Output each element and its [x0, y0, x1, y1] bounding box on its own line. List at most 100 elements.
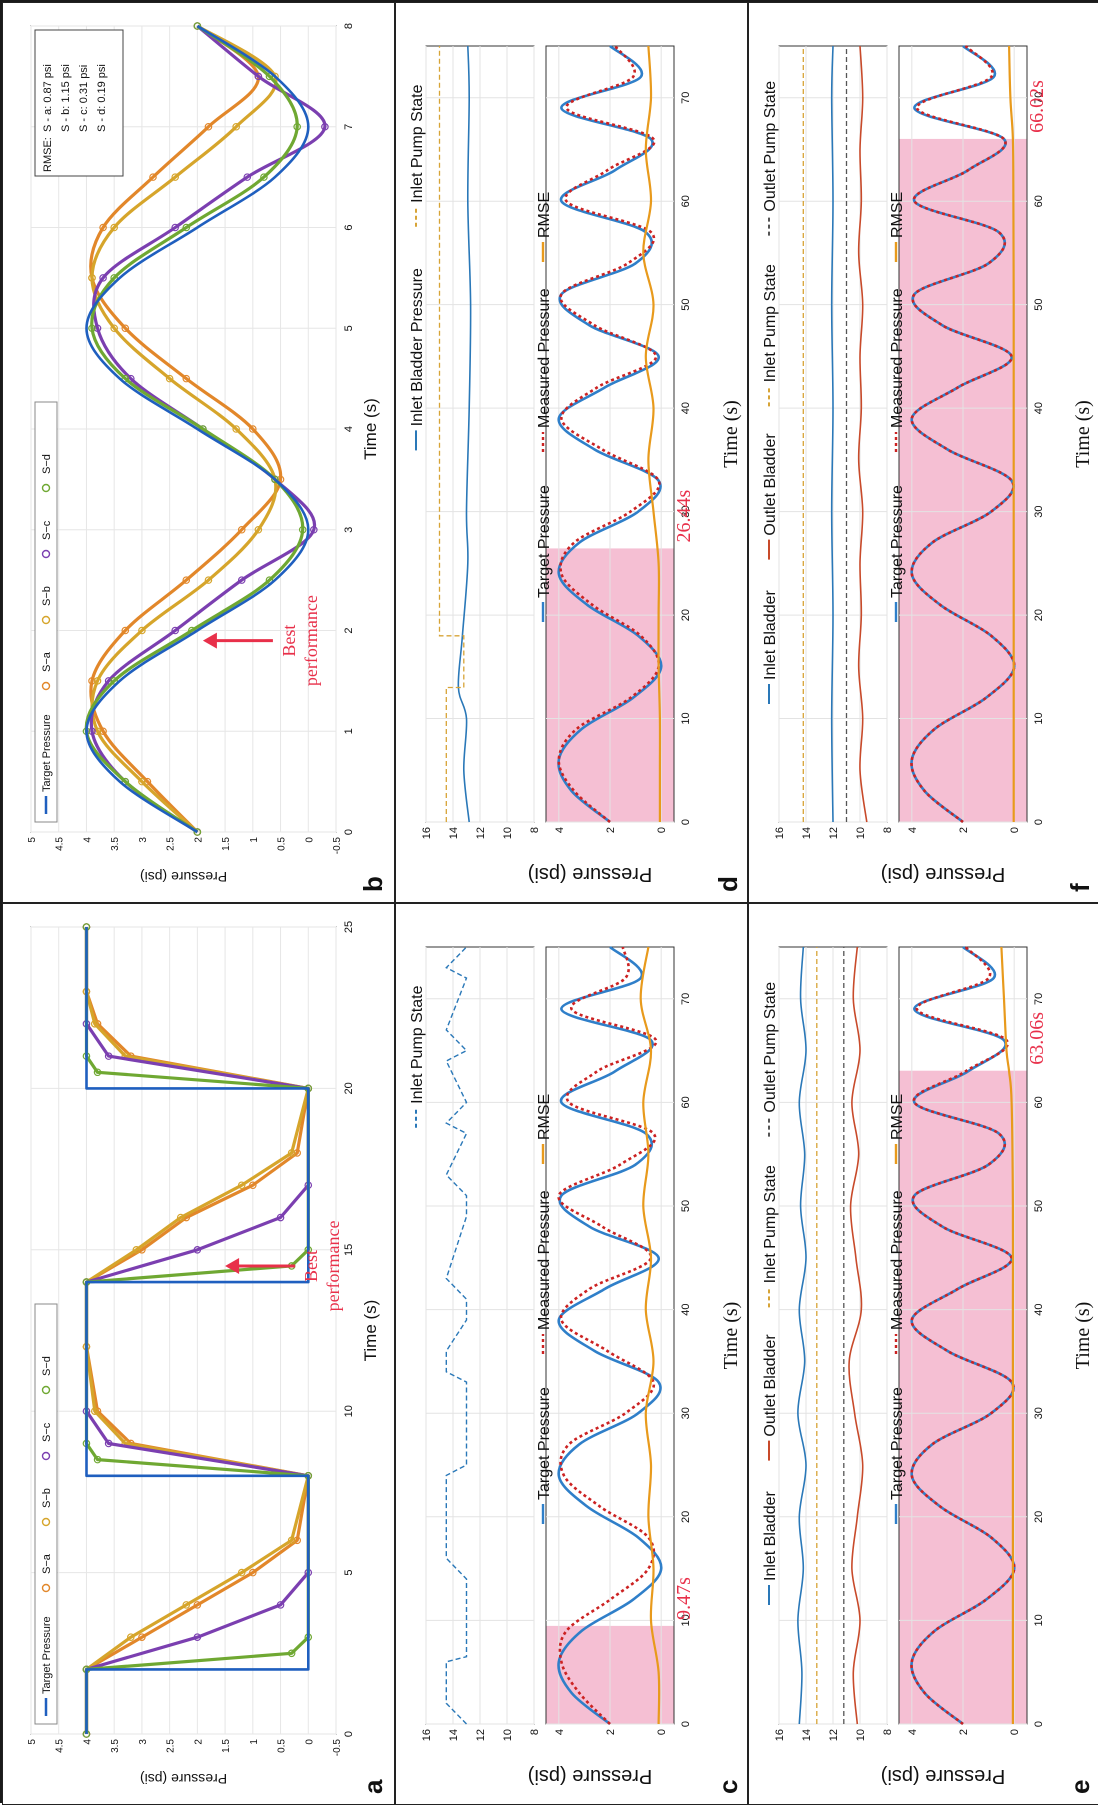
data-point — [260, 173, 268, 181]
data-point — [88, 324, 96, 333]
data-point — [99, 223, 107, 232]
data-point — [104, 1439, 113, 1448]
x-tick-label: 25 — [343, 921, 355, 933]
panel-label: a — [358, 1779, 388, 1794]
plot-area-a: 0510152025-0.500.511.522.533.544.55Time … — [27, 921, 380, 1787]
x-tick-label: 40 — [680, 1303, 692, 1315]
y-axis-label: Pressure (psi) — [528, 863, 652, 885]
data-point — [171, 626, 179, 635]
data-point — [254, 525, 263, 534]
legend-label: Inlet Bladder — [762, 1490, 779, 1581]
x-tick-label: 1 — [343, 728, 355, 734]
data-point — [243, 173, 252, 181]
series-line-measured-pressure — [910, 45, 1016, 824]
legend-label: Inlet Bladder Pressure — [409, 268, 426, 426]
data-point — [176, 1213, 185, 1222]
x-tick-label: 70 — [680, 993, 692, 1005]
legend-swatch — [41, 1517, 51, 1527]
x-tick-label: 60 — [680, 1096, 692, 1108]
y-tick-label: 0.5 — [277, 1739, 288, 1753]
y-tick-label: 3 — [138, 837, 149, 843]
data-point — [93, 324, 102, 333]
x-tick-label: 8 — [343, 23, 355, 29]
y-tick-label: 0 — [656, 1729, 668, 1735]
x-axis-label: Time (s) — [361, 398, 380, 460]
data-point — [138, 777, 146, 786]
rmse-box: RMSE: S - a: 0.87 psi S - b: 1.15 psi S - c… — [34, 29, 124, 177]
data-point — [321, 122, 329, 131]
data-point — [193, 1245, 202, 1254]
rmse-box-frame — [34, 29, 124, 177]
series-line-rmse — [1008, 45, 1015, 822]
data-point — [249, 1181, 257, 1190]
top-legend: Inlet Pump State Inlet Bladder Pressure — [409, 84, 426, 451]
x-tick-label: 20 — [680, 1511, 692, 1523]
legend-label: S−c — [41, 1422, 53, 1442]
data-point — [232, 425, 240, 433]
y-tick-label: 8 — [529, 827, 541, 833]
y-tick-label: 4.5 — [55, 837, 66, 851]
bottom-legend: Target Pressure Measured Pressure RMSE — [536, 192, 553, 622]
data-point — [143, 777, 152, 786]
legend-label: S−a — [41, 1553, 53, 1574]
y-axis-label: Pressure (psi) — [881, 863, 1005, 885]
y-tick-label: 2 — [958, 827, 970, 833]
x-tick-label: 10 — [680, 1614, 692, 1626]
x-tick-label: 0 — [343, 1731, 355, 1737]
y-tick-label: 2 — [605, 1729, 617, 1735]
x-tick-label: 7 — [343, 124, 355, 130]
x-tick-label: 40 — [1033, 1303, 1045, 1315]
x-tick-label: 0 — [680, 819, 692, 825]
series-line-measured-pressure — [557, 45, 661, 823]
data-point — [193, 828, 202, 836]
panel-a: 0 5 10 15 20 25 -0.5 0 0.5 1 1.5 2 2.5 3 3.5 4 4.5 5 Time … — [2, 903, 395, 1805]
legend-label: Target Pressure — [41, 1616, 53, 1694]
data-point — [90, 1020, 99, 1028]
x-tick-label: 5 — [343, 1570, 355, 1576]
x-tick-label: 4 — [343, 426, 355, 432]
series-line-inlet-bladder-pressure — [457, 45, 472, 823]
legend-label: Outlet Pump State — [762, 982, 779, 1113]
y-tick-label: 12 — [475, 1729, 487, 1741]
panel-e: 0 10 20 30 40 50 60 70 8 10 12 14 16 0 2 4 Time (s) Press… — [748, 903, 1098, 1805]
series-line-s-b — [90, 24, 278, 834]
y-tick-label: 4 — [907, 1729, 919, 1735]
legend-swatch — [41, 1451, 51, 1461]
series-line-inlet-bladder — [797, 946, 807, 1725]
data-point — [276, 1213, 285, 1222]
panel-label: b — [358, 876, 388, 892]
legend-label: RMSE — [889, 192, 906, 238]
series-line-target-pressure — [85, 927, 310, 1734]
data-point — [110, 324, 118, 333]
series-line-rmse — [639, 946, 661, 1725]
x-axis-label: Time (s) — [1072, 1302, 1094, 1370]
panel-label: f — [1065, 883, 1095, 892]
data-point — [310, 525, 318, 534]
x-tick-label: 70 — [1033, 993, 1045, 1005]
x-tick-label: 30 — [680, 1407, 692, 1419]
y-tick-label: 16 — [774, 1729, 786, 1741]
x-tick-label: 60 — [680, 195, 692, 207]
x-tick-label: 30 — [1033, 505, 1045, 517]
legend-box — [34, 1303, 58, 1725]
y-tick-label: 3 — [138, 1739, 149, 1745]
legend-label: RMSE — [889, 1094, 906, 1140]
legend-label: Inlet Pump State — [762, 264, 779, 382]
data-point — [182, 374, 191, 383]
legend-label: RMSE — [536, 192, 553, 238]
series-line-inlet-pump-state — [438, 46, 465, 822]
chart-svg-c: 0 10 20 30 40 50 60 70 8 10 12 14 16 0 2 4 Time (s) Press… — [409, 945, 742, 1787]
chart-svg-f: 0 10 20 30 40 50 60 70 8 10 12 14 16 0 2 4 Time (s) Press… — [762, 44, 1094, 885]
rmse-line: S - d: 0.19 psi — [96, 64, 108, 132]
legend-label: Target Pressure — [41, 714, 53, 792]
bottom-legend: Target Pressure Measured Pressure RMSE — [889, 1094, 906, 1524]
legend-label: Measured Pressure — [536, 288, 553, 428]
annotation-b: Best performance — [202, 595, 321, 686]
y-tick-label: 0 — [1009, 827, 1021, 833]
legend-label: S−b — [41, 1488, 53, 1508]
y-tick-label: 16 — [421, 827, 433, 839]
y-tick-label: 14 — [448, 1729, 460, 1741]
